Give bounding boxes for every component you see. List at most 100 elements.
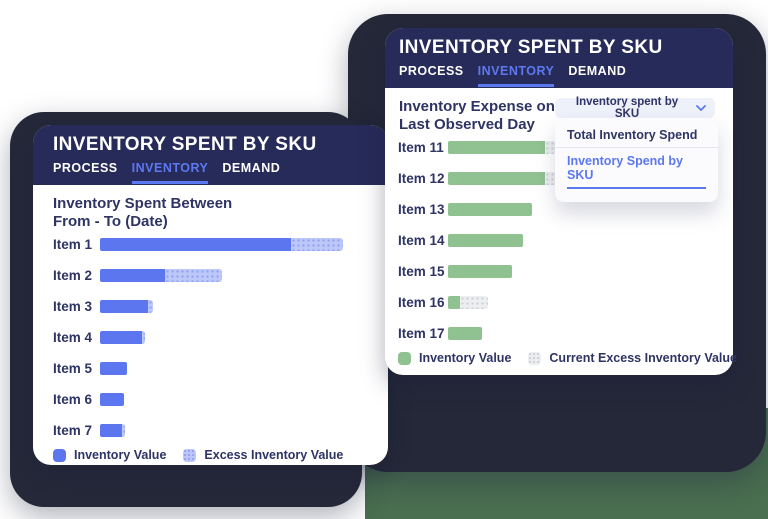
inventory-value-bar	[100, 424, 122, 437]
bar-label: Item 3	[53, 299, 93, 314]
bar-label: Item 16	[398, 295, 445, 310]
bar-track	[448, 172, 560, 185]
bar-track	[448, 203, 532, 216]
bar-label: Item 1	[53, 237, 93, 252]
excess-value-bar	[291, 238, 343, 251]
bar-label: Item 2	[53, 268, 93, 283]
dropdown-select[interactable]: Inventory spent by SKU	[555, 96, 715, 120]
tab-process[interactable]: PROCESS	[399, 64, 464, 78]
bar-row: Item 7	[33, 415, 388, 446]
card-header: INVENTORY SPENT BY SKU PROCESS INVENTORY D…	[33, 125, 388, 185]
excess-value-bar	[165, 269, 222, 282]
legend-label: Current Excess Inventory Value	[549, 351, 737, 365]
tab-process[interactable]: PROCESS	[53, 161, 118, 175]
bar-track	[100, 362, 127, 375]
tab-demand[interactable]: DEMAND	[568, 64, 627, 78]
inventory-value-bar	[448, 141, 545, 154]
chevron-down-icon	[696, 105, 706, 111]
bar-chart: Item 11 Item 12 Item 13 Item 14 Item 15 Item …	[385, 132, 733, 349]
legend-item: Current Excess Inventory Value	[528, 351, 737, 365]
card-title: INVENTORY SPENT BY SKU	[399, 37, 663, 58]
legend-label: Excess Inventory Value	[204, 448, 344, 462]
bar-row: Item 3	[33, 291, 388, 322]
bar-row: Item 16	[385, 287, 733, 318]
chart-title-line2: Last Observed Day	[399, 116, 535, 133]
bar-track	[100, 300, 153, 313]
bar-track	[448, 296, 488, 309]
chart-title: Inventory Expense on Last Observed Day	[399, 98, 555, 134]
bar-label: Item 4	[53, 330, 93, 345]
inventory-value-bar	[100, 362, 127, 375]
chart-title-line2: From - To (Date)	[53, 213, 168, 230]
bar-label: Item 6	[53, 392, 93, 407]
metric-dropdown: Inventory spent by SKU Total Inventory S…	[555, 96, 718, 202]
bar-row: Item 15	[385, 256, 733, 287]
inventory-value-bar	[100, 269, 165, 282]
bar-row: Item 6	[33, 384, 388, 415]
chart-area: Inventory Spent Between From - To (Date)…	[33, 185, 388, 465]
chart-area: Inventory Expense on Last Observed Day I…	[385, 88, 737, 368]
legend-label: Inventory Value	[419, 351, 512, 365]
bar-row: Item 2	[33, 260, 388, 291]
bar-label: Item 5	[53, 361, 93, 376]
bar-track	[448, 265, 512, 278]
bar-label: Item 7	[53, 423, 93, 438]
inventory-swatch-icon	[398, 351, 411, 365]
chart-legend: Inventory Value Current Excess Inventory …	[398, 351, 737, 365]
inventory-value-bar	[448, 265, 512, 278]
bar-track	[100, 269, 222, 282]
tab-demand[interactable]: DEMAND	[222, 161, 281, 175]
bar-row: Item 1	[33, 229, 388, 260]
tab-inventory[interactable]: INVENTORY	[477, 64, 555, 87]
legend-item: Excess Inventory Value	[183, 448, 343, 462]
bar-label: Item 17	[398, 326, 445, 341]
inventory-value-bar	[448, 203, 532, 216]
bar-label: Item 12	[398, 171, 445, 186]
bar-label: Item 15	[398, 264, 445, 279]
inventory-value-bar	[448, 327, 482, 340]
bar-row: Item 5	[33, 353, 388, 384]
card-title: INVENTORY SPENT BY SKU	[53, 134, 317, 155]
bar-row: Item 14	[385, 225, 733, 256]
bar-chart: Item 1 Item 2 Item 3 Item 4 Item 5 Item 6 Item…	[33, 229, 388, 446]
dropdown-menu: Total Inventory Spend Inventory Spend by …	[555, 118, 718, 202]
dropdown-selected-label: Inventory spent by SKU	[575, 96, 679, 120]
excess-swatch-icon	[528, 351, 542, 365]
inventory-value-bar	[100, 300, 148, 313]
chart-title-line1: Inventory Spent Between	[53, 195, 233, 212]
bar-track	[448, 234, 523, 247]
bar-label: Item 13	[398, 202, 445, 217]
excess-value-bar	[122, 424, 125, 437]
inventory-swatch-icon	[53, 448, 66, 462]
bar-label: Item 14	[398, 233, 445, 248]
excess-value-bar	[148, 300, 153, 313]
bar-track	[100, 424, 125, 437]
tab-bar: PROCESS INVENTORY DEMAND	[53, 161, 388, 184]
inventory-card-right: INVENTORY SPENT BY SKU PROCESS INVENTORY D…	[385, 28, 737, 375]
excess-swatch-icon	[183, 448, 197, 462]
legend-label: Inventory Value	[74, 448, 167, 462]
tab-bar: PROCESS INVENTORY DEMAND	[399, 64, 733, 87]
bar-row: Item 4	[33, 322, 388, 353]
dropdown-option[interactable]: Inventory Spend by SKU	[555, 147, 718, 194]
inventory-value-bar	[448, 234, 523, 247]
chart-title-line1: Inventory Expense on	[399, 98, 555, 115]
excess-value-bar	[460, 296, 488, 309]
bar-track	[448, 141, 560, 154]
inventory-value-bar	[448, 296, 460, 309]
legend-item: Inventory Value	[53, 448, 166, 462]
legend-item: Inventory Value	[398, 351, 511, 365]
tab-inventory[interactable]: INVENTORY	[131, 161, 209, 184]
inventory-value-bar	[448, 172, 545, 185]
card-header: INVENTORY SPENT BY SKU PROCESS INVENTORY D…	[385, 28, 733, 88]
bar-track	[448, 327, 482, 340]
bar-row: Item 17	[385, 318, 733, 349]
bar-row: Item 13	[385, 194, 733, 225]
inventory-card-left: INVENTORY SPENT BY SKU PROCESS INVENTORY D…	[33, 125, 388, 465]
dropdown-option[interactable]: Total Inventory Spend	[567, 128, 698, 142]
inventory-value-bar	[100, 331, 142, 344]
chart-legend: Inventory Value Excess Inventory Value	[53, 448, 343, 462]
bar-label: Item 11	[398, 140, 444, 155]
bar-track	[100, 393, 124, 406]
